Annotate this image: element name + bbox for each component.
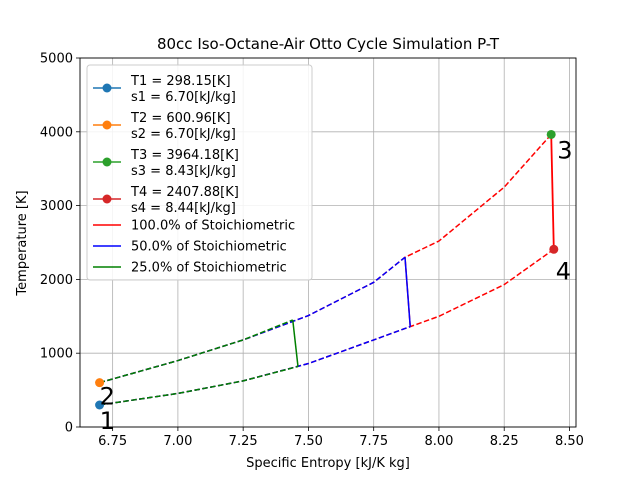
y-tick-label: 1000 (40, 347, 73, 362)
compression-curve-008000 (99, 365, 299, 406)
legend-entry-line2: s2 = 6.70[kJ/kg] (131, 127, 236, 142)
state-point-3 (546, 129, 556, 139)
x-axis-label: Specific Entropy [kJ/K kg] (246, 456, 410, 471)
legend-marker (102, 194, 112, 204)
legend-entry: 25.0% of Stoichiometric (131, 261, 287, 276)
x-tick-label: 7.25 (229, 434, 258, 449)
chart-title: 80cc Iso-Octane-Air Otto Cycle Simulatio… (157, 35, 500, 53)
legend-marker (102, 83, 112, 93)
y-axis-label: Temperature [K] (15, 190, 30, 296)
expansion-curve-008000 (99, 319, 294, 384)
heat-addition-line (404, 257, 411, 327)
legend-entry: 100.0% of Stoichiometric (131, 219, 295, 234)
legend-entry-line2: s1 = 6.70[kJ/kg] (131, 90, 236, 105)
legend-entry-line1: T2 = 600.96[K] (130, 111, 231, 126)
x-tick-label: 6.75 (98, 434, 127, 449)
legend-entry-line1: T1 = 298.15[K] (130, 74, 231, 89)
plot-area: 6.75 7.00 7.25 7.50 7.75 8.00 8.25 8.50 0 1000 200… (40, 52, 584, 450)
x-tick-label: 8.50 (555, 434, 584, 449)
y-tick-label: 3000 (40, 199, 73, 214)
x-tick-label: 7.00 (163, 434, 192, 449)
legend-marker (102, 120, 112, 130)
x-tick-label: 8.00 (424, 434, 453, 449)
legend-marker (102, 157, 112, 167)
state-point-4 (549, 244, 559, 254)
state-label-1: 1 (100, 407, 115, 435)
y-tick-label: 4000 (40, 125, 73, 140)
axes-frame (79, 57, 577, 428)
y-tick-label: 5000 (40, 52, 73, 67)
x-tick-label: 7.50 (294, 434, 323, 449)
heat-rejection-line (550, 134, 555, 250)
y-tick-label: 0 (65, 421, 73, 436)
state-point-1 (95, 400, 105, 410)
heat-addition-line (292, 319, 299, 367)
y-tick-label: 2000 (40, 273, 73, 288)
x-tick-label: 8.25 (490, 434, 519, 449)
legend-entry-line2: s3 = 8.43[kJ/kg] (131, 164, 236, 179)
legend-entry: 50.0% of Stoichiometric (131, 240, 287, 255)
legend-entry-line1: T4 = 2407.88[K] (130, 185, 239, 200)
state-label-4: 4 (556, 257, 571, 285)
state-label-2: 2 (100, 383, 115, 411)
legend-entry-line1: T3 = 3964.18[K] (130, 148, 239, 163)
legend-entry-line2: s4 = 8.44[kJ/kg] (131, 201, 236, 216)
legend: T1 = 298.15[K]s1 = 6.70[kJ/kg] T2 = 600.9… (86, 64, 313, 281)
x-tick-label: 7.75 (359, 434, 388, 449)
legend-box (86, 64, 313, 281)
state-label-3: 3 (557, 136, 572, 164)
state-point-2 (95, 378, 105, 388)
